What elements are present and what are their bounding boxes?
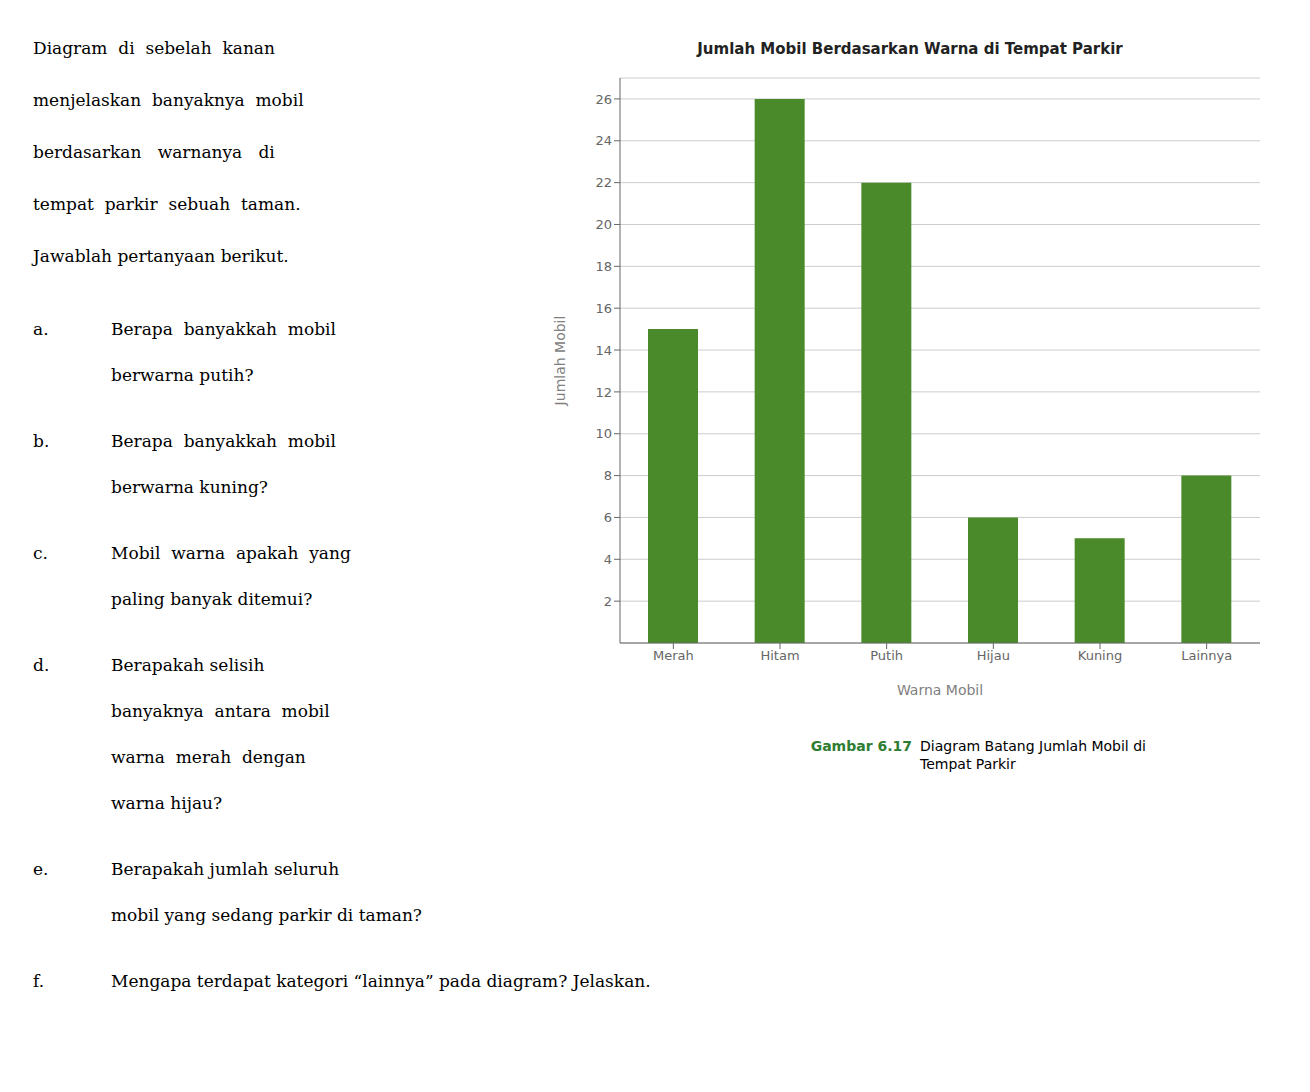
html-text:f.: f. — [33, 971, 45, 991]
html-text:Gambar 6.17: Gambar 6.17 — [810, 738, 912, 754]
svg-text:Hitam: Hitam — [760, 648, 799, 663]
svg-text:Merah: Merah — [653, 648, 694, 663]
html-text:Berapa banyakkah mobil berwarn: Berapa banyakkah mobil berwarna kuning? — [111, 431, 336, 497]
html-text:Mengapa terdapat kategori “lai: Mengapa terdapat kategori “lainnya” pada… — [111, 971, 651, 991]
svg-text:Kuning: Kuning — [1078, 648, 1122, 663]
html-text:c.: c. — [33, 543, 48, 563]
svg-text:24: 24 — [595, 133, 612, 148]
svg-text:26: 26 — [595, 92, 612, 107]
svg-text:22: 22 — [595, 175, 612, 190]
svg-text:Lainnya: Lainnya — [1181, 648, 1232, 663]
html-text:Mobil warna apakah yang paling: Mobil warna apakah yang paling banyak di… — [111, 543, 351, 609]
svg-text:10: 10 — [595, 426, 612, 441]
html-text:Diagram Batang Jumlah Mobil di: Diagram Batang Jumlah Mobil di Tempat Pa… — [920, 738, 1146, 772]
svg-text:12: 12 — [595, 385, 612, 400]
html-text:Berapakah selisih banyaknya an: Berapakah selisih banyaknya antara mobil… — [111, 655, 330, 813]
svg-text:Putih: Putih — [870, 648, 903, 663]
html-text:Jumlah Mobil Berdasarkan Warna: Jumlah Mobil Berdasarkan Warna di Tempat… — [697, 40, 1123, 58]
svg-text:6: 6 — [604, 510, 612, 525]
html-text:Berapakah jumlah seluruh mobil: Berapakah jumlah seluruh mobil yang seda… — [111, 859, 422, 925]
svg-text:14: 14 — [595, 343, 612, 358]
html-text:Berapa banyakkah mobil berwarn: Berapa banyakkah mobil berwarna putih? — [111, 319, 336, 385]
svg-text:8: 8 — [604, 468, 612, 483]
svg-text:Jumlah Mobil: Jumlah Mobil — [552, 316, 568, 407]
svg-text:20: 20 — [595, 217, 612, 232]
svg-text:4: 4 — [604, 552, 612, 567]
svg-text:16: 16 — [595, 301, 612, 316]
svg-text:2: 2 — [604, 594, 612, 609]
html-text:Diagram di sebelah kanan menje: Diagram di sebelah kanan menjelaskan ban… — [33, 38, 304, 266]
html-text:d.: d. — [33, 655, 50, 675]
svg-text:18: 18 — [595, 259, 612, 274]
svg-text:Warna Mobil: Warna Mobil — [897, 682, 983, 698]
html-text:b.: b. — [33, 431, 50, 451]
html-text:a.: a. — [33, 319, 49, 339]
svg-text:Hijau: Hijau — [977, 648, 1010, 663]
html-text:e.: e. — [33, 859, 49, 879]
